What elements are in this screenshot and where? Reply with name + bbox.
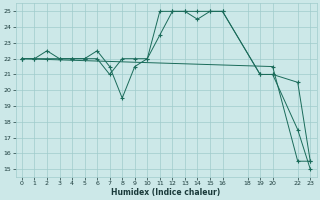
X-axis label: Humidex (Indice chaleur): Humidex (Indice chaleur) (111, 188, 221, 197)
